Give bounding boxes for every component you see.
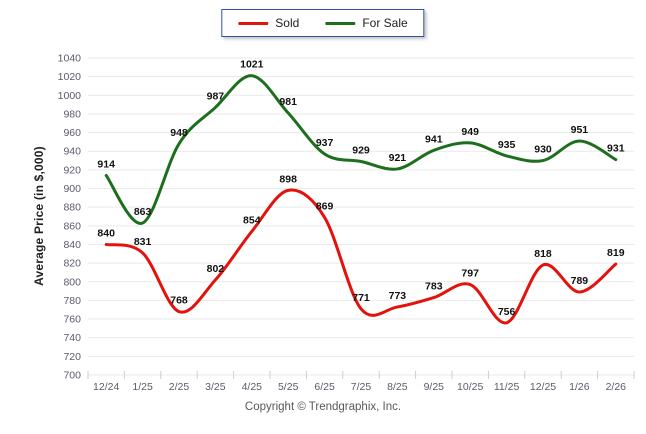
data-label: 937: [316, 137, 334, 149]
data-label: 949: [461, 126, 479, 138]
x-tick-label: 8/25: [387, 381, 408, 393]
data-label: 987: [207, 90, 225, 102]
data-label: 771: [352, 292, 370, 304]
data-label: 863: [134, 206, 152, 218]
y-tick-label: 740: [63, 332, 81, 344]
x-tick-label: 4/25: [242, 381, 263, 393]
data-label: 1021: [240, 59, 264, 71]
legend-label-sold: Sold: [275, 16, 300, 30]
y-tick-label: 720: [63, 351, 81, 363]
y-tick-label: 760: [63, 314, 81, 326]
x-tick-label: 2/26: [606, 381, 627, 393]
for-sale-line-swatch: [325, 21, 356, 25]
data-label: 869: [316, 200, 334, 212]
y-tick-label: 880: [63, 202, 81, 214]
y-tick-label: 780: [63, 295, 81, 307]
data-label: 930: [534, 144, 552, 156]
x-tick-label: 1/26: [569, 381, 590, 393]
data-label: 914: [97, 158, 115, 170]
sold-line-swatch: [238, 21, 269, 25]
y-tick-label: 920: [63, 164, 81, 176]
x-tick-label: 6/25: [314, 381, 335, 393]
x-tick-label: 10/25: [457, 381, 483, 393]
data-label: 921: [389, 152, 407, 164]
copyright-text: Copyright © Trendgraphix, Inc.: [244, 401, 402, 413]
x-tick-label: 2/25: [169, 381, 190, 393]
legend-label-for-sale: For Sale: [362, 16, 408, 30]
data-label: 797: [461, 268, 479, 280]
data-label: 840: [97, 227, 115, 239]
x-tick-label: 7/25: [351, 381, 372, 393]
data-label: 783: [425, 281, 443, 293]
data-label: 802: [207, 263, 225, 275]
data-label: 941: [425, 133, 443, 145]
y-tick-label: 900: [63, 183, 81, 195]
data-label: 818: [534, 248, 552, 260]
data-label: 854: [243, 214, 261, 226]
data-label: 756: [498, 306, 516, 318]
legend-item-for-sale: For Sale: [325, 16, 408, 30]
chart-legend: Sold For Sale: [221, 9, 425, 37]
data-label: 773: [389, 290, 407, 302]
y-tick-label: 1040: [58, 53, 82, 65]
data-label: 898: [279, 173, 297, 185]
data-label: 951: [571, 124, 589, 136]
data-label: 831: [134, 236, 152, 248]
y-axis-title: Average Price (in $,000): [32, 146, 46, 286]
x-tick-label: 11/25: [494, 381, 520, 393]
x-tick-label: 3/25: [205, 381, 226, 393]
data-label: 931: [607, 143, 625, 155]
data-label: 935: [498, 139, 516, 151]
x-tick-label: 5/25: [278, 381, 299, 393]
data-label: 819: [607, 247, 625, 259]
y-tick-label: 840: [63, 239, 81, 251]
y-tick-label: 1000: [58, 90, 82, 102]
y-tick-label: 980: [63, 108, 81, 120]
sold-line: [104, 188, 618, 325]
x-tick-label: 1/25: [132, 381, 153, 393]
data-label: 981: [279, 96, 297, 108]
for-sale-line: [104, 74, 618, 225]
y-tick-label: 820: [63, 258, 81, 270]
data-label: 948: [170, 127, 188, 139]
y-tick-label: 700: [63, 370, 81, 382]
y-tick-label: 940: [63, 146, 81, 158]
x-tick-label: 12/25: [530, 381, 556, 393]
data-label: 789: [571, 275, 589, 287]
y-tick-label: 1020: [58, 71, 82, 83]
data-label: 929: [352, 144, 370, 156]
data-label: 768: [170, 295, 188, 307]
x-tick-label: 9/25: [424, 381, 445, 393]
y-tick-label: 860: [63, 220, 81, 232]
x-tick-label: 12/24: [93, 381, 119, 393]
y-tick-label: 960: [63, 127, 81, 139]
y-tick-label: 800: [63, 276, 81, 288]
legend-item-sold: Sold: [238, 16, 299, 30]
